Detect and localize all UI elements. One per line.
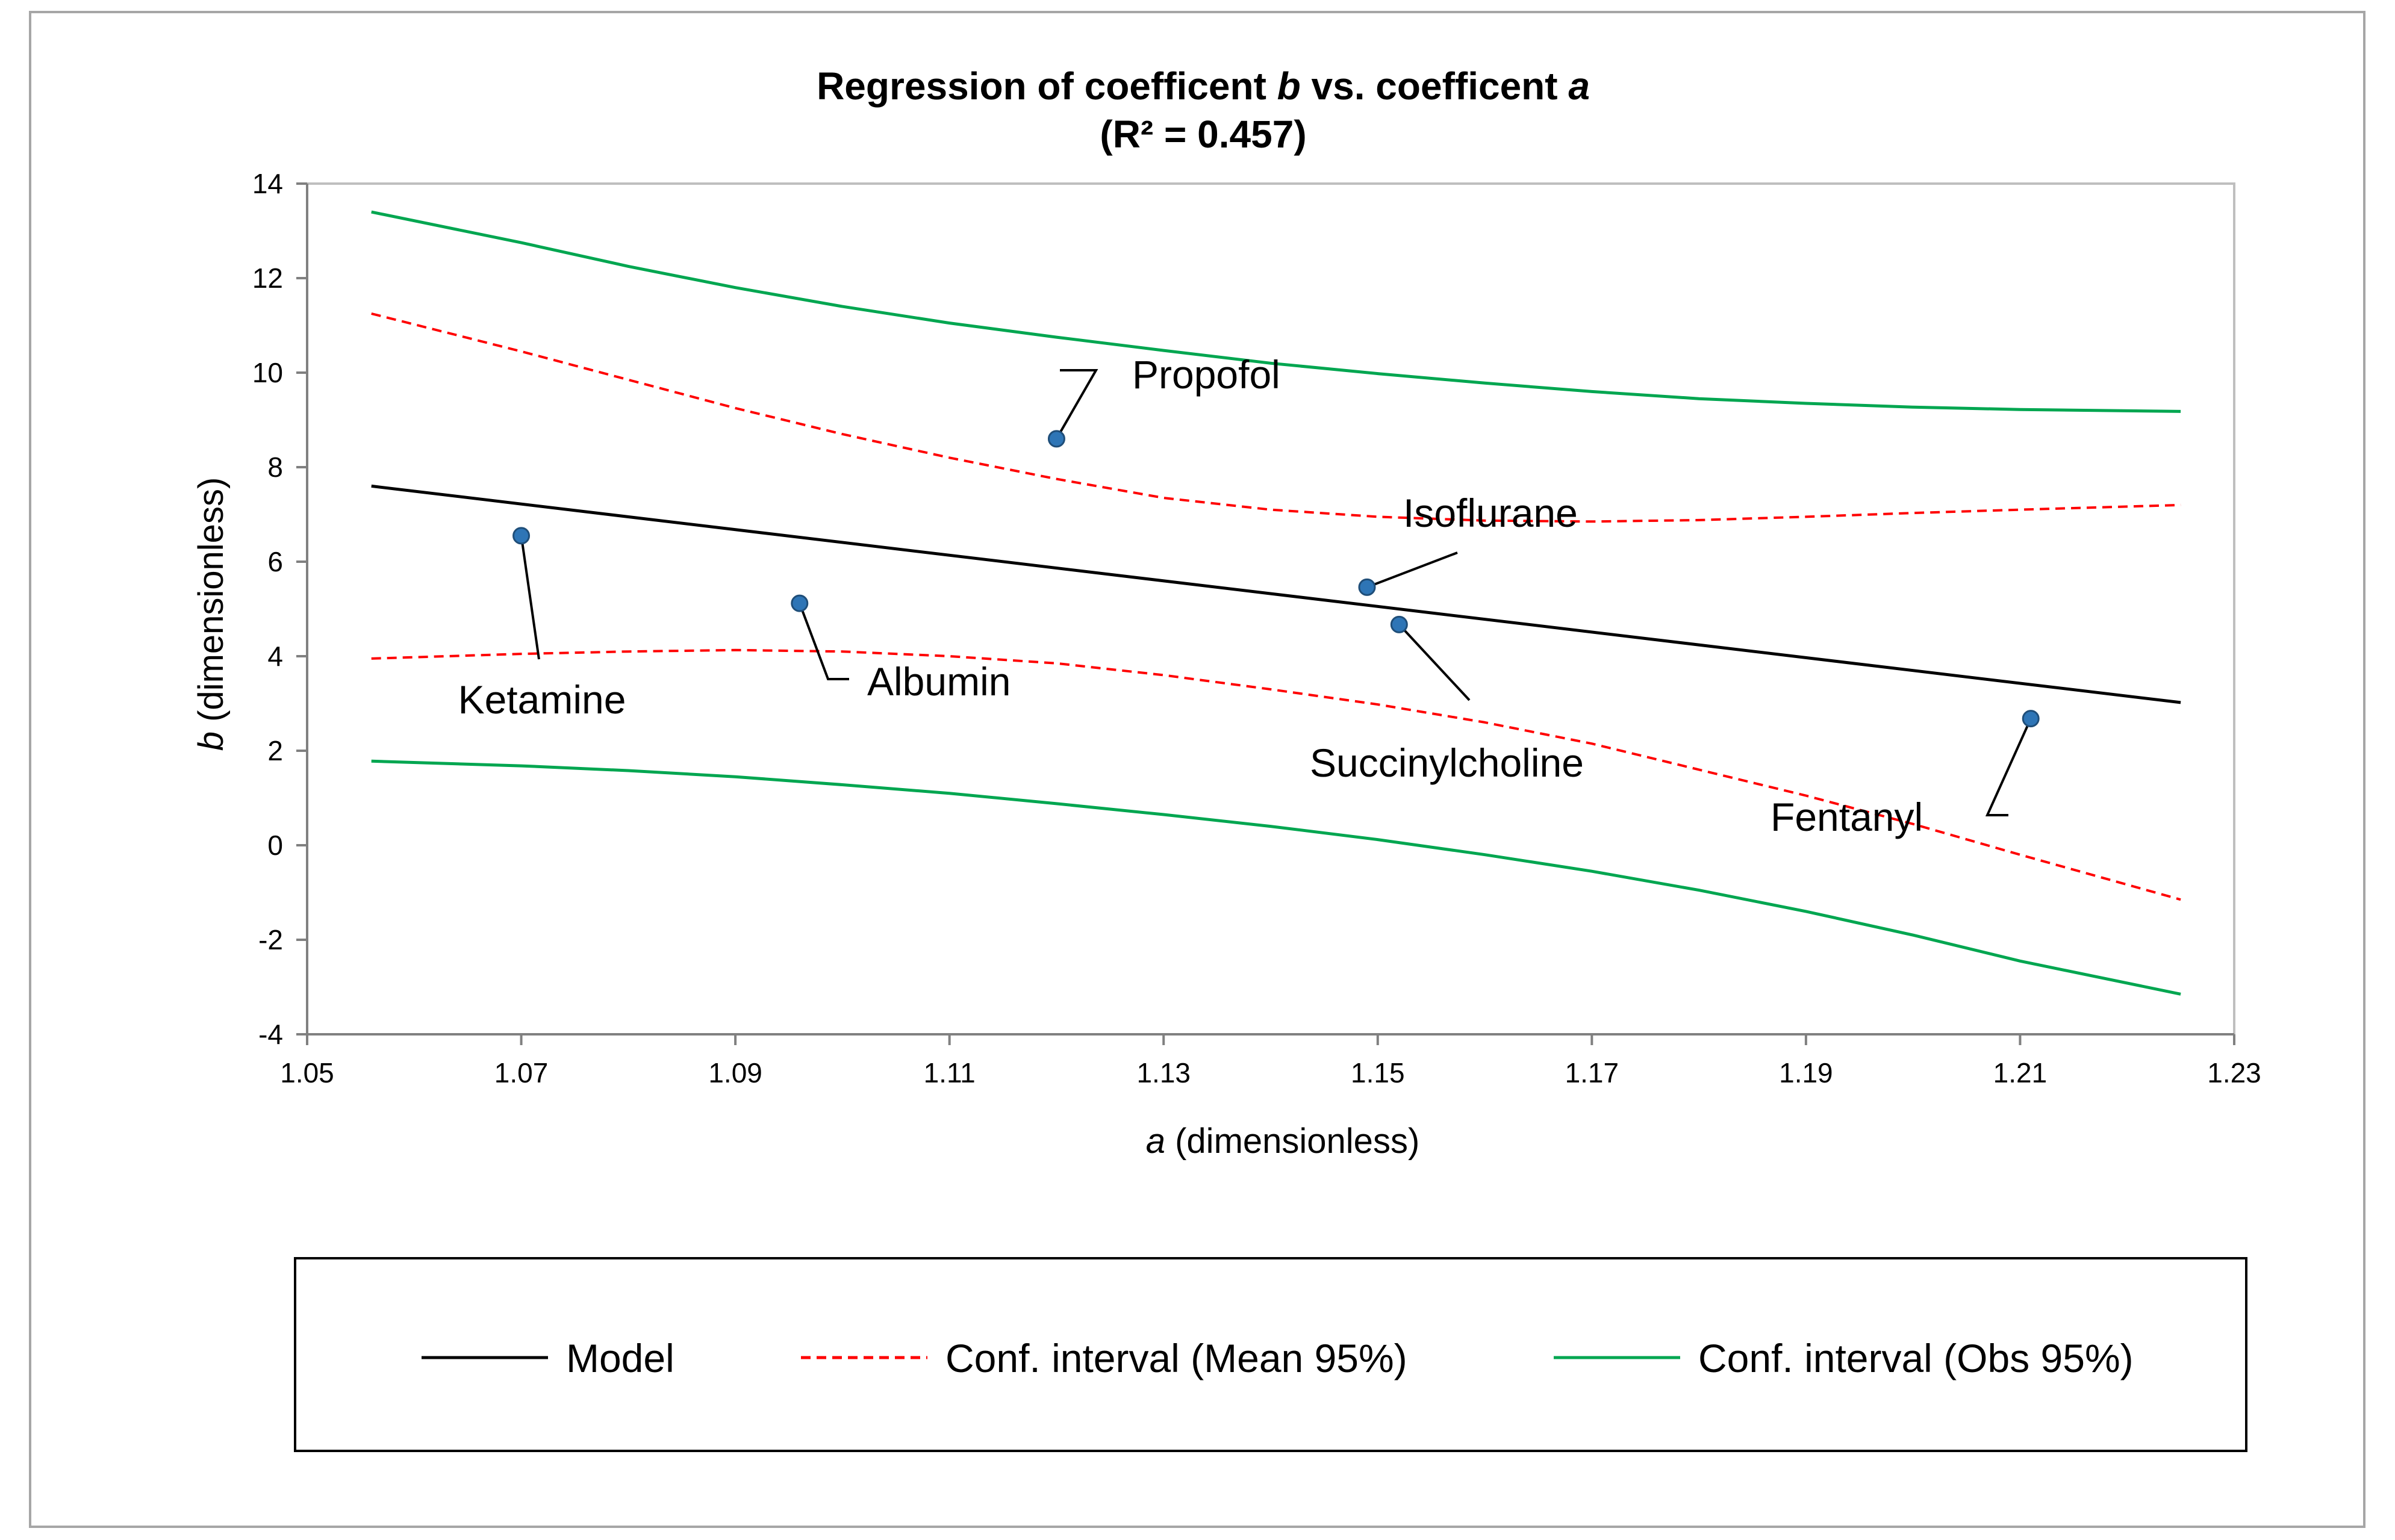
y-tick-label: -2 bbox=[258, 924, 283, 955]
chart-title-line1: Regression of coefficent b vs. coefficen… bbox=[817, 64, 1590, 108]
y-axis-title-unit: (dimensionless) bbox=[192, 477, 231, 731]
x-axis-title-var: a bbox=[1146, 1122, 1165, 1161]
y-tick-label: 6 bbox=[267, 546, 283, 577]
leader-line-fentanyl bbox=[1985, 718, 2032, 816]
legend-label-3: Conf. interval (Obs 95%) bbox=[1698, 1336, 2134, 1380]
y-tick-label: 10 bbox=[252, 357, 283, 388]
y-tick-label: 2 bbox=[267, 735, 283, 766]
model-line bbox=[371, 484, 2181, 704]
x-tick-label: 1.21 bbox=[1993, 1057, 2048, 1088]
y-tick-label: 0 bbox=[267, 830, 283, 861]
y-axis-title-var: b bbox=[192, 731, 231, 751]
x-tick-label: 1.07 bbox=[494, 1057, 549, 1088]
data-points bbox=[512, 430, 2040, 728]
y-tick-label: -4 bbox=[258, 1019, 283, 1050]
data-point-ketamine bbox=[512, 527, 531, 545]
y-tick-label: 4 bbox=[267, 641, 283, 672]
x-tick-label: 1.23 bbox=[2207, 1057, 2261, 1088]
x-tick-label: 1.05 bbox=[280, 1057, 334, 1088]
legend: Model Conf. interval (Mean 95%) Conf. inte… bbox=[422, 1336, 2134, 1380]
legend-label-2: Conf. interval (Mean 95%) bbox=[945, 1336, 1407, 1380]
y-tick-label: 14 bbox=[252, 168, 283, 199]
x-tick-label: 1.09 bbox=[708, 1057, 762, 1088]
leader-line-albumin bbox=[798, 603, 849, 680]
y-tick-label: 8 bbox=[267, 452, 283, 483]
y-axis-title: b (dimensionless) bbox=[192, 477, 231, 751]
point-label-fentanyl: Fentanyl bbox=[1771, 795, 1923, 839]
x-tick-label: 1.17 bbox=[1565, 1057, 1619, 1088]
data-point-propofol bbox=[1047, 430, 1065, 448]
leader-lines bbox=[520, 369, 2032, 816]
leader-line-isoflurane bbox=[1366, 551, 1458, 589]
axes: 1.05 1.07 1.09 1.11 1.13 1.15 1.17 1.19 1.21 1.23… bbox=[252, 168, 2261, 1088]
x-tick-label: 1.13 bbox=[1136, 1057, 1191, 1088]
point-label-ketamine: Ketamine bbox=[458, 677, 626, 722]
chart-title-line2: (R² = 0.457) bbox=[1100, 113, 1306, 156]
data-point-fentanyl bbox=[2022, 710, 2040, 728]
legend-label-1: Model bbox=[566, 1336, 674, 1380]
chart-title-a: a bbox=[1568, 64, 1590, 108]
mean-ci-lower-line bbox=[371, 648, 2181, 901]
data-point-albumin bbox=[791, 594, 809, 612]
obs-ci-lower-line bbox=[371, 759, 2181, 996]
chart-title-mid: vs. coefficent bbox=[1301, 64, 1569, 108]
plot-area bbox=[306, 182, 2235, 1035]
chart-title-prefix: Regression of coefficent bbox=[817, 64, 1277, 108]
obs-ci-upper-line bbox=[371, 210, 2181, 413]
leader-line-propofol bbox=[1055, 369, 1098, 439]
data-point-succinylcholine bbox=[1390, 615, 1408, 633]
point-label-albumin: Albumin bbox=[867, 659, 1011, 704]
x-tick-label: 1.19 bbox=[1779, 1057, 1833, 1088]
x-tick-label: 1.15 bbox=[1351, 1057, 1405, 1088]
data-point-isoflurane bbox=[1358, 578, 1376, 596]
mean-ci-upper-line bbox=[371, 312, 2181, 523]
leader-line-succinylcholine bbox=[1398, 624, 1471, 701]
leader-line-ketamine bbox=[520, 535, 540, 660]
legend-box bbox=[294, 1257, 2247, 1452]
point-label-succinylcholine: Succinylcholine bbox=[1310, 741, 1584, 785]
x-tick-label: 1.11 bbox=[924, 1057, 976, 1088]
series-lines bbox=[371, 210, 2181, 996]
point-labels: Propofol Ketamine Albumin Isoflurane Succiny… bbox=[458, 352, 1923, 839]
y-tick-label: 12 bbox=[252, 262, 283, 294]
x-axis-title: a (dimensionless) bbox=[1146, 1122, 1420, 1161]
point-label-isoflurane: Isoflurane bbox=[1403, 491, 1578, 535]
chart-title-b: b bbox=[1277, 64, 1301, 108]
x-axis-title-unit: (dimensionless) bbox=[1165, 1122, 1419, 1161]
point-label-propofol: Propofol bbox=[1132, 352, 1280, 397]
